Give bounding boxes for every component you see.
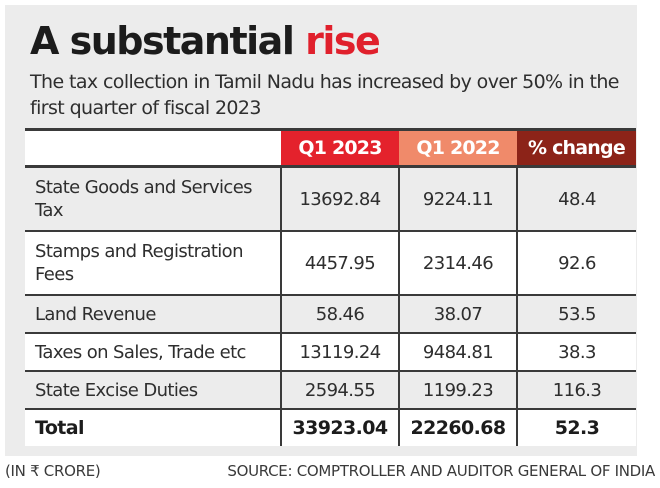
cell-q1-2023: 58.46 bbox=[280, 295, 399, 334]
cell-pct-change: 48.4 bbox=[516, 166, 636, 232]
table-row: State Excise Duties 2594.55 1199.23 116.… bbox=[25, 371, 636, 410]
cell-q1-2022: 2314.46 bbox=[398, 231, 517, 296]
title-accent: rise bbox=[305, 19, 381, 63]
total-q1-2022: 22260.68 bbox=[398, 409, 517, 446]
cell-q1-2023: 4457.95 bbox=[280, 231, 399, 296]
cell-pct-change: 92.6 bbox=[516, 231, 636, 296]
chart-title: A substantial rise bbox=[30, 17, 381, 65]
cell-q1-2022: 1199.23 bbox=[398, 371, 517, 410]
total-q1-2023: 33923.04 bbox=[280, 409, 399, 446]
header-blank-cell bbox=[25, 129, 281, 168]
row-label: Stamps and Registration Fees bbox=[25, 231, 281, 296]
tax-collection-table: Q1 2023 Q1 2022 % change State Goods and… bbox=[25, 128, 636, 446]
total-label: Total bbox=[25, 409, 281, 446]
chart-subtitle: The tax collection in Tamil Nadu has inc… bbox=[30, 71, 620, 119]
row-label: Land Revenue bbox=[25, 295, 281, 334]
source-credit: SOURCE: COMPTROLLER AND AUDITOR GENERAL … bbox=[227, 462, 655, 480]
cell-q1-2023: 13119.24 bbox=[280, 333, 399, 372]
table-row: Stamps and Registration Fees 4457.95 231… bbox=[25, 231, 636, 296]
cell-q1-2022: 9224.11 bbox=[398, 166, 517, 232]
header-pct-change: % change bbox=[517, 129, 636, 168]
row-label: State Goods and Services Tax bbox=[25, 166, 281, 232]
total-pct-change: 52.3 bbox=[516, 409, 636, 446]
cell-q1-2023: 13692.84 bbox=[280, 166, 399, 232]
header-q1-2022: Q1 2022 bbox=[399, 129, 517, 168]
cell-pct-change: 116.3 bbox=[516, 371, 636, 410]
table-row: State Goods and Services Tax 13692.84 92… bbox=[25, 166, 636, 232]
total-row: Total 33923.04 22260.68 52.3 bbox=[25, 409, 636, 446]
table-row: Taxes on Sales, Trade etc 13119.24 9484.… bbox=[25, 333, 636, 372]
table-row: Land Revenue 58.46 38.07 53.5 bbox=[25, 295, 636, 334]
table-header-row: Q1 2023 Q1 2022 % change bbox=[25, 129, 636, 168]
row-label: State Excise Duties bbox=[25, 371, 281, 410]
cell-q1-2022: 9484.81 bbox=[398, 333, 517, 372]
cell-q1-2022: 38.07 bbox=[398, 295, 517, 334]
cell-pct-change: 53.5 bbox=[516, 295, 636, 334]
cell-pct-change: 38.3 bbox=[516, 333, 636, 372]
title-main: A substantial bbox=[30, 19, 306, 63]
unit-note: (IN ₹ CRORE) bbox=[5, 462, 101, 480]
row-label: Taxes on Sales, Trade etc bbox=[25, 333, 281, 372]
header-q1-2023: Q1 2023 bbox=[281, 129, 399, 168]
cell-q1-2023: 2594.55 bbox=[280, 371, 399, 410]
